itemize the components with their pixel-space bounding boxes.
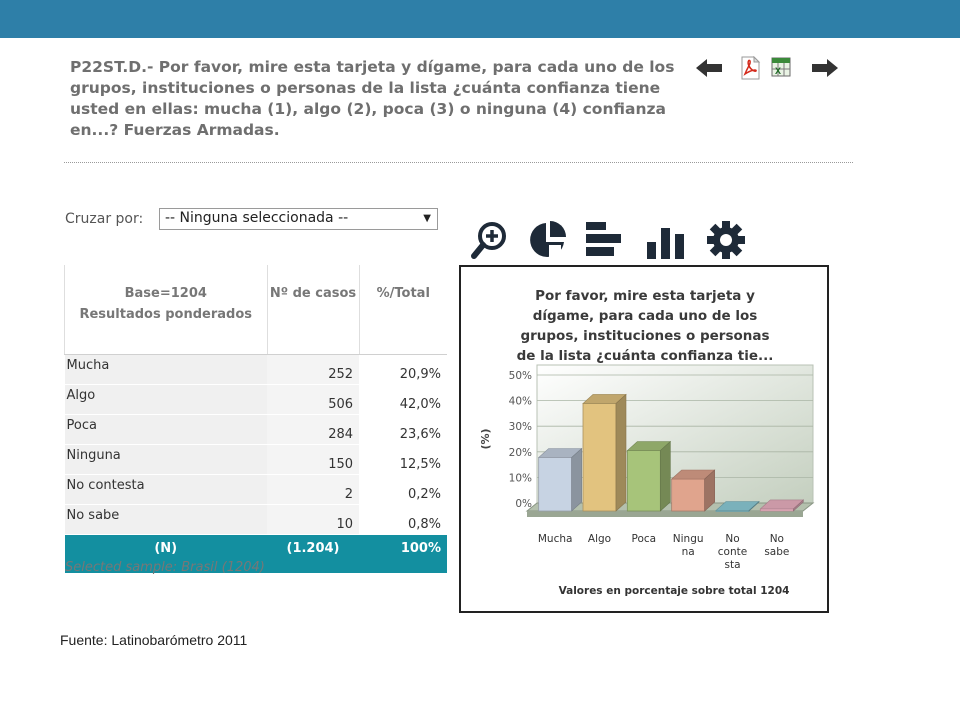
y-tick-label: 50% [509,370,532,382]
separator [64,162,853,163]
bar [626,450,661,512]
source-note: Fuente: Latinobarómetro 2011 [60,632,248,648]
pie-chart-icon[interactable] [527,220,567,260]
selected-sample: Selected sample: Brasil (1204) [65,560,265,575]
x-tick-label: No [770,533,784,545]
cruzar-selected-value: -- Ninguna seleccionada -- [165,210,349,226]
question-line: usted en ellas: mucha (1), algo (2), poc… [70,100,666,118]
table-row: Poca 284 23,6% [64,414,447,445]
chart-title-line: grupos, instituciones o personas [520,328,769,344]
row-pct: 23,6% [359,414,447,445]
table-row: No contesta 2 0,2% [64,474,447,505]
header-base: Base=1204 Resultados ponderados [64,265,267,355]
arrow-right-icon[interactable] [810,56,840,80]
header-sub-label: Resultados ponderados [79,307,253,322]
y-tick-label: 30% [509,421,532,433]
svg-text:X: X [775,66,781,76]
row-pct: 0,2% [359,474,447,505]
y-tick-label: 10% [509,472,532,484]
bar-side [615,393,627,512]
y-axis-label: (%) [479,428,492,449]
bar [671,478,706,512]
x-tick-label: conte [718,546,747,558]
row-casos: 10 [267,504,360,535]
row-label: Poca [64,414,267,445]
header-casos: Nº de casos [266,265,360,355]
footer-pct: 100% [359,534,447,574]
arrow-left-icon[interactable] [694,56,724,80]
footer-casos: (1.204) [267,534,360,574]
row-casos: 150 [267,444,360,475]
row-pct: 20,9% [359,354,447,385]
bar-side [704,469,715,512]
gear-icon[interactable] [705,220,747,260]
question-text: P22ST.D.- Por favor, mire esta tarjeta y… [70,57,690,141]
row-casos: 2 [267,474,360,505]
table-row: Ninguna 150 12,5% [64,444,447,475]
y-tick-label: 20% [509,447,532,459]
header-total: %/Total [358,265,447,355]
row-pct: 12,5% [359,444,447,475]
pdf-icon[interactable] [739,56,761,80]
excel-icon[interactable]: X [770,56,792,80]
x-tick-label: Mucha [538,533,573,545]
bar-side [660,440,671,512]
bar-chart: Por favor, mire esta tarjeta y dígame, pa… [479,288,815,597]
chart-title-line: Por favor, mire esta tarjeta y [535,288,755,304]
plot-floor-edge [527,511,803,517]
cruzar-label: Cruzar por: [65,211,144,227]
chart-title-line: dígame, para cada uno de los [533,308,758,324]
table-row: Mucha 252 20,9% [64,354,447,385]
results-table: Base=1204 Resultados ponderados Nº de ca… [64,265,447,574]
vertical-bar-icon[interactable] [644,220,688,260]
x-tick-label: sta [724,559,740,571]
x-tick-label: Ningu [673,533,704,545]
x-tick-label: Poca [632,533,657,545]
header-base-label: Base=1204 [124,286,207,301]
table-row: Algo 506 42,0% [64,384,447,415]
x-axis-label: Valores en porcentaje sobre total 1204 [559,585,790,597]
bar [759,508,794,512]
horizontal-bar-icon[interactable] [584,220,624,260]
dropdown-arrow-icon: ▼ [423,213,431,224]
chart-title-line: de la lista ¿cuánta confianza tie... [517,348,774,364]
top-bar [0,0,960,38]
row-label: Ninguna [64,444,267,475]
zoom-in-icon[interactable] [470,220,510,260]
y-tick-label: 0% [515,498,532,510]
table-footer-row: (N) (1.204) 100% [64,534,447,574]
bar-side [571,447,582,512]
bar-side [748,500,760,512]
x-tick-label: No [725,533,739,545]
row-label: Mucha [64,354,267,385]
row-casos: 252 [267,354,360,385]
y-tick-label: 40% [509,396,532,408]
row-label: Algo [64,384,267,415]
x-tick-label: sabe [764,546,789,558]
row-casos: 284 [267,414,360,445]
x-tick-label: Algo [588,533,611,545]
row-casos: 506 [267,384,360,415]
question-line: P22ST.D.- Por favor, mire esta tarjeta y… [70,58,675,76]
chart-panel: Por favor, mire esta tarjeta y dígame, pa… [459,265,829,613]
table-row: No sabe 10 0,8% [64,504,447,535]
question-line: en...? Fuerzas Armadas. [70,121,280,139]
question-line: grupos, instituciones o personas de la l… [70,79,661,97]
row-pct: 0,8% [359,504,447,535]
row-label: No contesta [64,474,267,505]
footer-n: (N) [64,534,267,574]
bar [582,403,617,512]
row-pct: 42,0% [359,384,447,415]
row-label: No sabe [64,504,267,535]
x-tick-label: na [682,546,695,558]
bar-side [793,499,804,512]
cruzar-select[interactable]: -- Ninguna seleccionada -- ▼ [159,208,438,230]
bar [538,457,573,512]
